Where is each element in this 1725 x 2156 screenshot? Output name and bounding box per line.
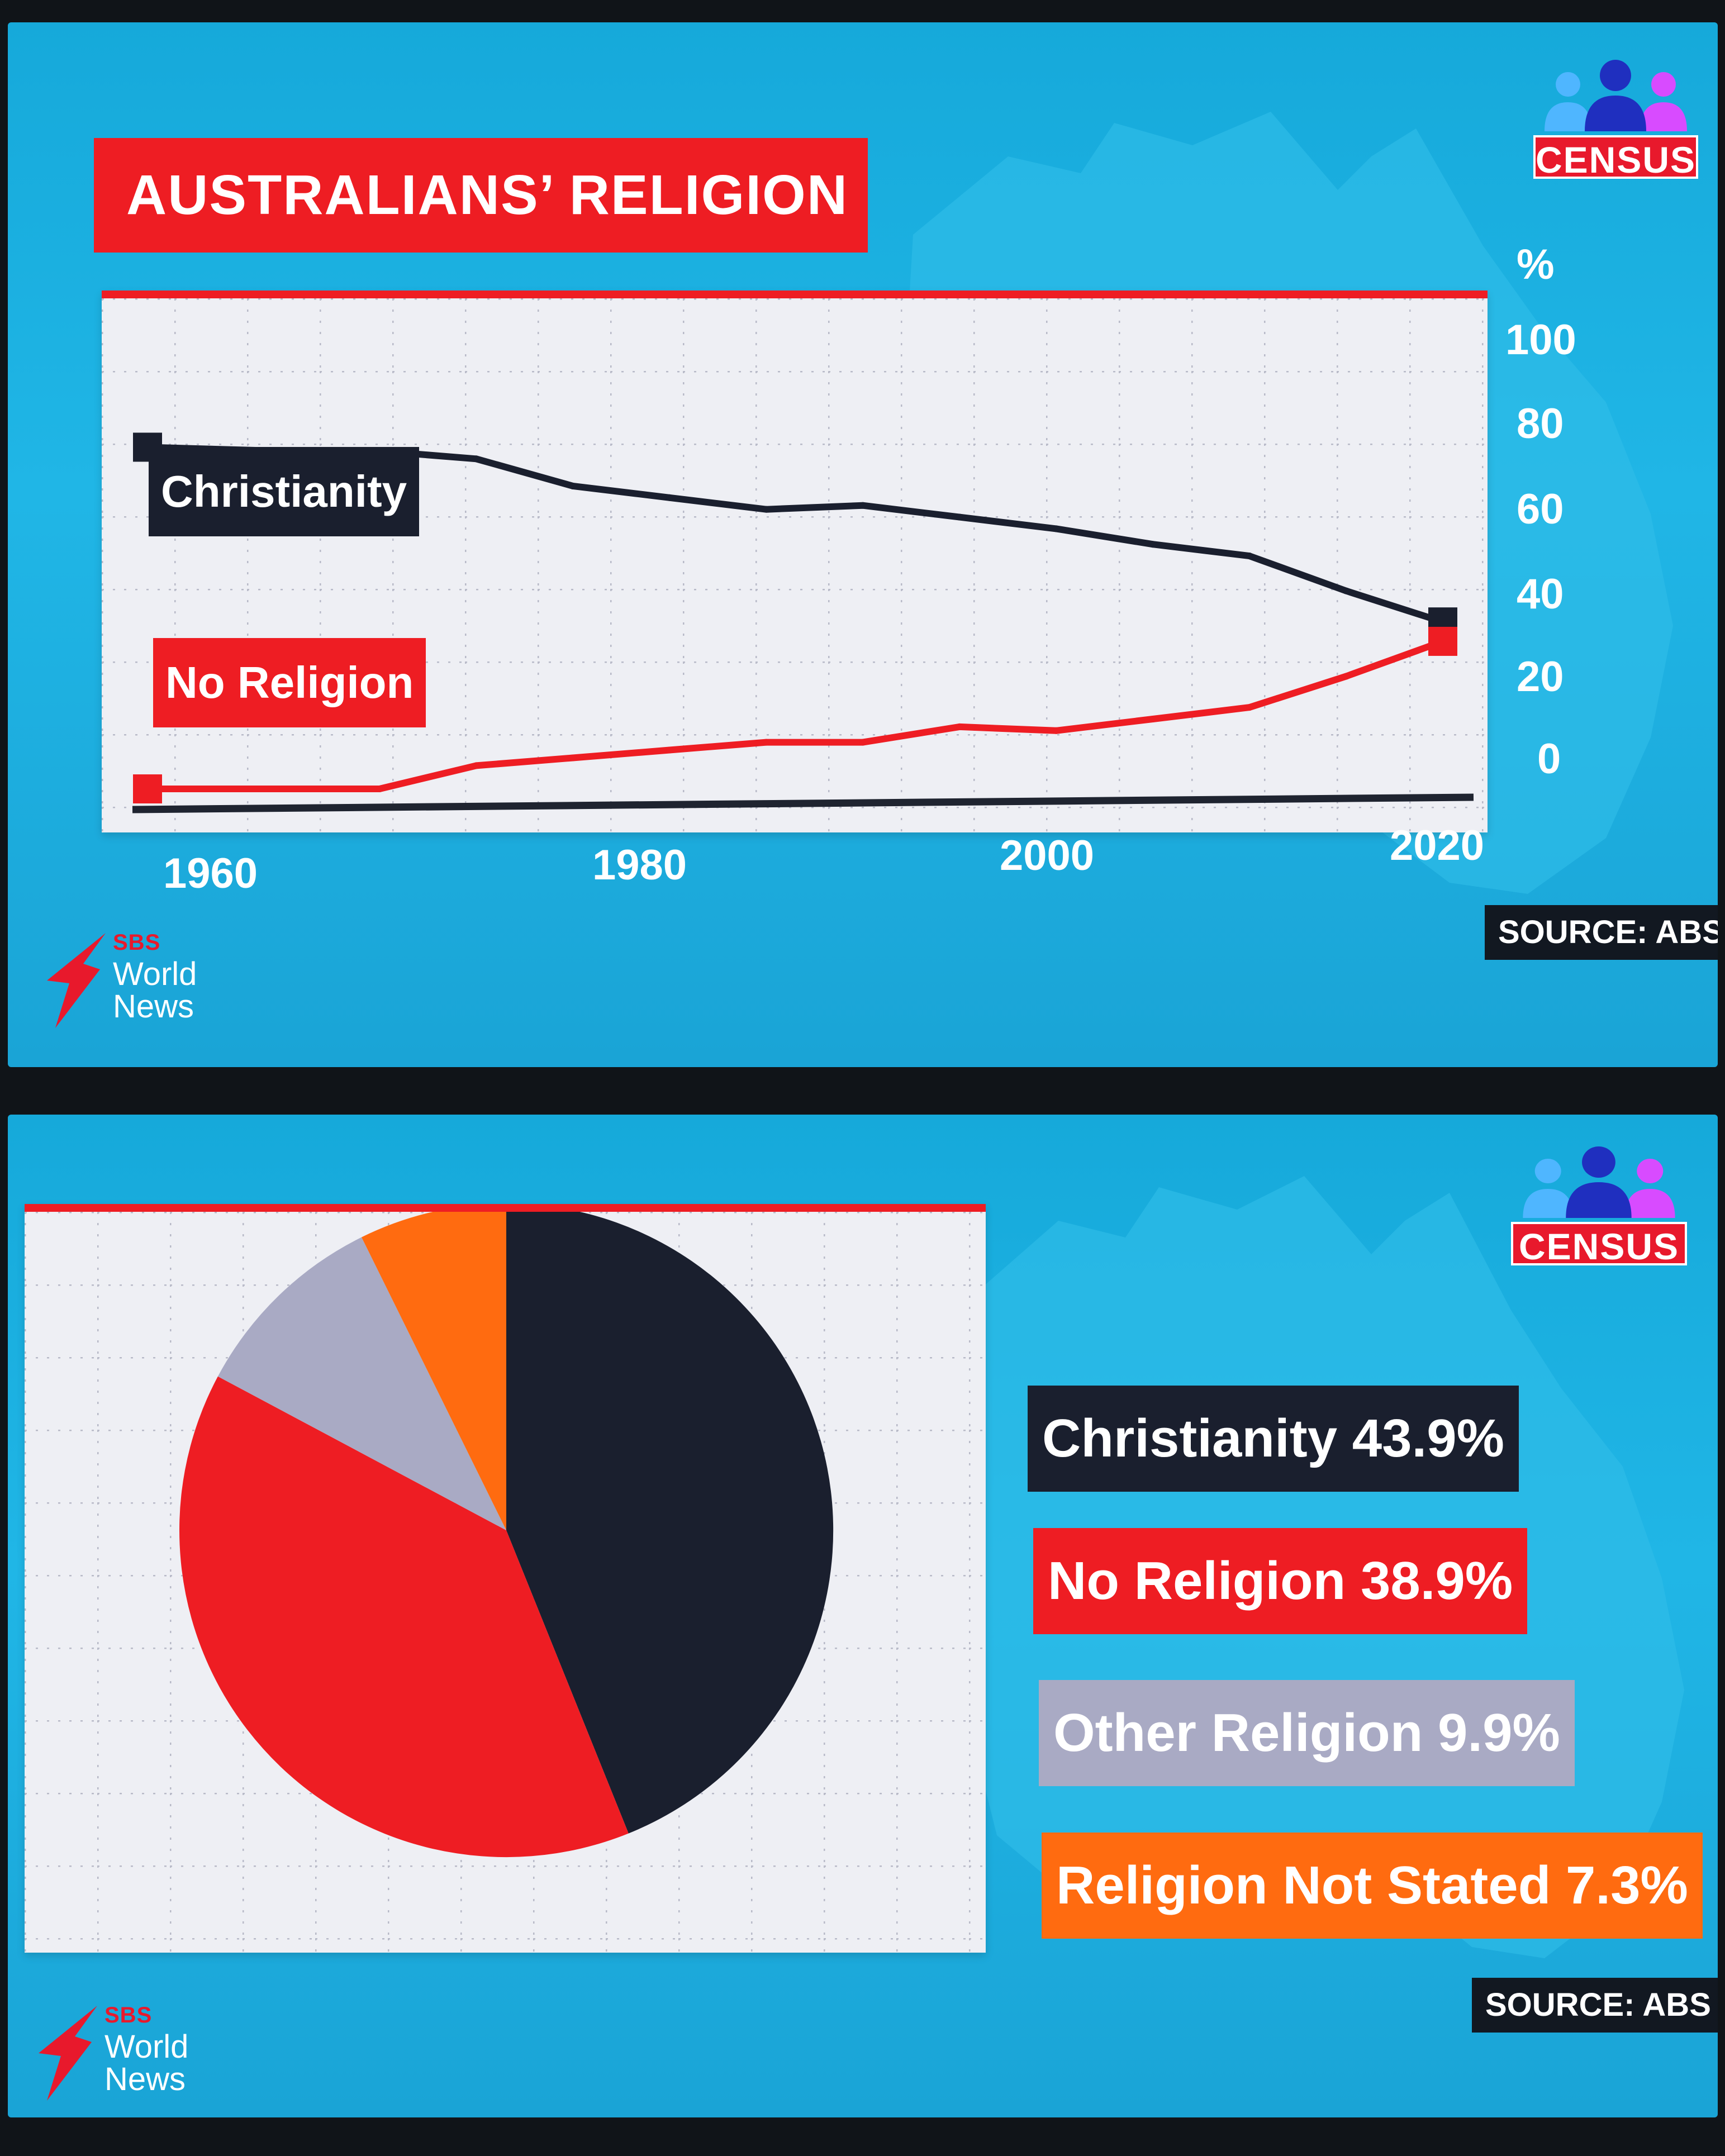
x-tick-label: 2000 bbox=[1000, 832, 1095, 879]
data-point-christianity bbox=[1246, 553, 1253, 560]
people-icon bbox=[1545, 60, 1687, 131]
data-point-no-religion bbox=[666, 746, 673, 754]
source-label: SOURCE: ABS bbox=[1472, 1978, 1718, 2033]
data-point-no-religion bbox=[473, 762, 480, 769]
data-point-no-religion bbox=[859, 739, 867, 746]
sbs-swoosh-icon bbox=[47, 933, 106, 1028]
endpoint-marker-no-religion bbox=[133, 774, 162, 804]
data-point-no-religion bbox=[956, 723, 963, 730]
brand-line-news: News bbox=[113, 988, 194, 1025]
data-point-christianity bbox=[763, 506, 770, 513]
data-point-no-religion bbox=[763, 739, 770, 746]
data-point-christianity bbox=[859, 502, 867, 509]
data-point-christianity bbox=[956, 513, 963, 521]
people-icon bbox=[1523, 1146, 1675, 1218]
data-point-no-religion bbox=[1149, 715, 1157, 722]
x-tick-label: 2020 bbox=[1390, 822, 1485, 869]
legend-religion-not-stated: Religion Not Stated 7.3% bbox=[1042, 1833, 1703, 1939]
brand-line-world: World bbox=[104, 2029, 189, 2065]
y-unit-label: % bbox=[1517, 241, 1555, 288]
sbs-small-label: SBS bbox=[104, 2003, 153, 2028]
census-label: CENSUS bbox=[1533, 135, 1698, 180]
x-axis-baseline bbox=[132, 793, 1474, 813]
data-point-christianity bbox=[1053, 525, 1060, 532]
census-logo: CENSUS bbox=[1533, 59, 1698, 180]
data-point-christianity bbox=[1343, 587, 1350, 594]
pie-slice-religion-not-stated bbox=[362, 1212, 506, 1530]
data-point-christianity bbox=[1149, 541, 1157, 548]
legend-no-religion: No Religion 38.9% bbox=[1033, 1528, 1528, 1634]
data-point-no-religion bbox=[1246, 704, 1253, 711]
y-tick-label: 20 bbox=[1517, 653, 1564, 701]
y-tick-label: 80 bbox=[1517, 400, 1564, 448]
series-label-christianity: Christianity bbox=[149, 447, 420, 536]
data-point-christianity bbox=[473, 455, 480, 463]
pie-slice-no-religion bbox=[179, 1376, 629, 1858]
data-point-no-religion bbox=[569, 754, 577, 761]
sbs-small-label: SBS bbox=[113, 930, 161, 955]
line-chart-panel bbox=[102, 291, 1488, 832]
line-chart-screen: CENSUS AUSTRALIANS’ RELIGION % 100 80 60… bbox=[8, 22, 1718, 1067]
pie-plot bbox=[179, 1212, 834, 1858]
data-point-christianity bbox=[569, 482, 577, 489]
y-tick-label: 0 bbox=[1537, 735, 1561, 783]
chart-headline: AUSTRALIANS’ RELIGION bbox=[94, 138, 868, 253]
data-point-no-religion bbox=[1053, 727, 1060, 734]
series-line-no-religion bbox=[144, 638, 1446, 792]
legend-other-religion: Other Religion 9.9% bbox=[1039, 1680, 1575, 1786]
legend-christianity: Christianity 43.9% bbox=[1028, 1386, 1519, 1492]
data-point-no-religion bbox=[279, 786, 287, 793]
line-plot bbox=[132, 432, 1474, 813]
endpoint-marker-no-religion bbox=[1428, 626, 1457, 656]
x-tick-label: 1960 bbox=[163, 850, 258, 897]
pie-chart-screen: CENSUS Christianity 43.9% No Religion 38… bbox=[8, 1115, 1718, 2117]
source-label: SOURCE: ABS bbox=[1485, 905, 1718, 960]
data-point-christianity bbox=[666, 494, 673, 501]
y-tick-label: 60 bbox=[1517, 486, 1564, 533]
sbs-world-news-logo: SBS World News bbox=[39, 930, 229, 1036]
series-label-no-religion: No Religion bbox=[153, 638, 426, 727]
data-point-no-religion bbox=[376, 786, 383, 793]
pie-slice-christianity bbox=[506, 1212, 834, 1834]
data-point-no-religion bbox=[1343, 673, 1350, 680]
pie-slice-other-religion bbox=[217, 1237, 506, 1530]
census-label: CENSUS bbox=[1511, 1222, 1687, 1267]
brand-line-news: News bbox=[104, 2061, 186, 2097]
sbs-world-news-logo: SBS World News bbox=[30, 2003, 220, 2109]
brand-line-world: World bbox=[113, 956, 197, 992]
x-tick-label: 1980 bbox=[592, 841, 687, 889]
census-logo: CENSUS bbox=[1511, 1145, 1687, 1267]
sbs-swoosh-icon bbox=[39, 2006, 97, 2101]
pie-chart-panel bbox=[25, 1204, 986, 1953]
y-tick-label: 100 bbox=[1505, 316, 1576, 364]
y-tick-label: 40 bbox=[1517, 570, 1564, 618]
